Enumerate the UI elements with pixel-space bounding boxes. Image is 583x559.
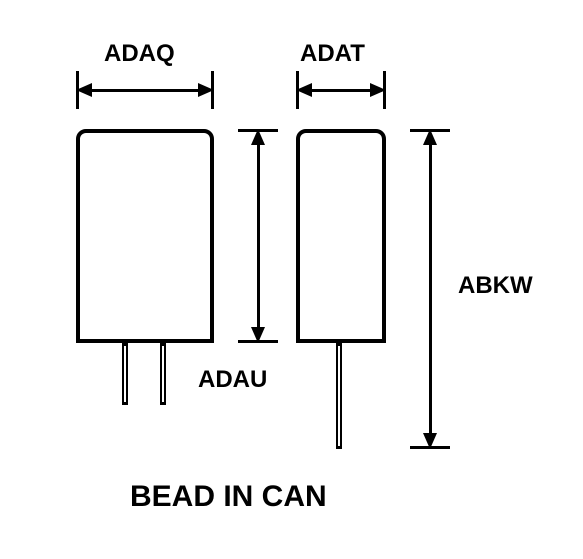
dim-adau-label: ADAU	[198, 366, 267, 394]
dim-adau-arrow-up	[251, 129, 265, 145]
diagram-title: BEAD IN CAN	[130, 480, 327, 514]
right-can	[296, 129, 386, 343]
dim-abkw-arrow-down	[423, 433, 437, 449]
left-can	[76, 129, 214, 343]
dim-abkw-arrow-up	[423, 129, 437, 145]
left-can-lead-0	[122, 343, 128, 405]
dim-adaq-label: ADAQ	[104, 40, 175, 68]
dim-adaq-line	[92, 89, 198, 92]
dim-adat-arrow-left	[296, 83, 312, 97]
dim-adau-arrow-down	[251, 327, 265, 343]
right-can-lead-0	[336, 343, 342, 449]
dim-adaq-arrow-left	[76, 83, 92, 97]
left-can-lead-1	[160, 343, 166, 405]
dim-abkw-line	[429, 145, 432, 433]
dim-adaq-arrow-right	[198, 83, 214, 97]
dim-adau-line	[257, 145, 260, 327]
dim-adat-label: ADAT	[300, 40, 365, 68]
dim-adat-line	[312, 89, 370, 92]
dim-adat-arrow-right	[370, 83, 386, 97]
dim-abkw-label: ABKW	[458, 272, 533, 300]
